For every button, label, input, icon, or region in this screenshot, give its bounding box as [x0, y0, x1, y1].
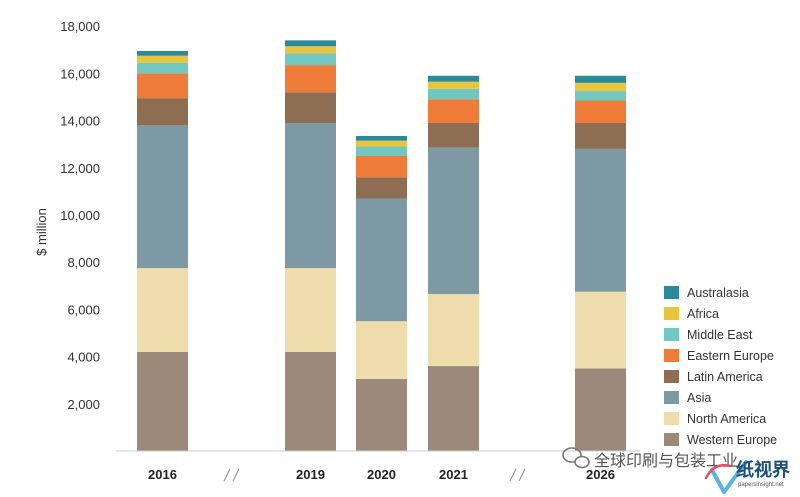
legend-swatch	[664, 412, 679, 425]
legend-label: Western Europe	[687, 433, 777, 447]
legend-label: North America	[687, 412, 766, 426]
x-tick-label: 2026	[586, 467, 615, 482]
bar-segment	[575, 91, 626, 101]
legend-swatch	[664, 391, 679, 404]
bar-segment	[356, 198, 407, 322]
bar-segment	[137, 351, 188, 451]
bars	[137, 40, 626, 451]
axis-break-mark	[223, 468, 231, 482]
bar-segment	[356, 156, 407, 178]
bar-segment	[356, 177, 407, 199]
bar-segment	[575, 100, 626, 123]
bar-segment	[137, 73, 188, 99]
x-tick-label: 2019	[296, 467, 325, 482]
bar-segment	[575, 75, 626, 83]
bar-segment	[137, 98, 188, 126]
legend-label: Middle East	[687, 328, 753, 342]
y-tick-label: 8,000	[67, 255, 100, 270]
bar-segment	[285, 40, 336, 47]
bar-segment	[428, 88, 479, 100]
axis-breaks	[223, 468, 526, 482]
bar-segment	[428, 81, 479, 89]
y-axis-label: $ million	[34, 208, 49, 256]
bar-segment	[285, 65, 336, 93]
watermark: 全球印刷与包装工业 纸视界 papersinsight.net	[562, 447, 790, 494]
bar-segment	[285, 46, 336, 54]
watermark-url: papersinsight.net	[738, 482, 784, 488]
watermark-logo	[704, 460, 748, 494]
bar-segment	[428, 366, 479, 451]
legend-swatch	[664, 286, 679, 299]
y-tick-label: 18,000	[60, 19, 100, 34]
bar-segment	[575, 82, 626, 92]
bar-segment	[137, 55, 188, 63]
y-tick-label: 4,000	[67, 350, 100, 365]
legend-label: Eastern Europe	[687, 349, 774, 363]
legend: Australasia Africa Middle East Eastern Euro…	[664, 286, 777, 447]
bar-segment	[137, 62, 188, 74]
wechat-icon	[562, 447, 590, 469]
bar-segment	[356, 379, 407, 451]
x-tick-label: 2016	[148, 467, 177, 482]
bar-segment	[428, 294, 479, 367]
y-axis: 2,000 4,000 6,000 8,000 10,000 12,000 14,000 16…	[60, 19, 100, 412]
watermark-brand: 纸视界	[736, 459, 790, 481]
bar-segment	[285, 122, 336, 269]
y-tick-label: 12,000	[60, 161, 100, 176]
axis-break-mark	[509, 468, 517, 482]
legend-label: Australasia	[687, 286, 749, 300]
bar-segment	[285, 53, 336, 66]
legend-swatch	[664, 328, 679, 341]
bar-segment	[356, 140, 407, 147]
legend-label: Africa	[687, 307, 719, 321]
bar-segment	[356, 135, 407, 141]
y-tick-label: 14,000	[60, 114, 100, 129]
axis-break-mark	[232, 468, 240, 482]
x-axis: 2016 2019 2020 2021 2026	[148, 467, 615, 482]
bar-segment	[428, 99, 479, 123]
axis-break-mark	[518, 468, 526, 482]
bar-segment	[285, 351, 336, 451]
y-tick-label: 16,000	[60, 66, 100, 81]
watermark-channel: 全球印刷与包装工业	[594, 451, 738, 470]
bar-segment	[428, 147, 479, 295]
bar-segment	[575, 148, 626, 292]
legend-swatch	[664, 349, 679, 362]
bar-segment	[428, 75, 479, 82]
legend-swatch	[664, 307, 679, 320]
bar-segment	[356, 146, 407, 156]
bar-segment	[356, 321, 407, 380]
bar-segment	[428, 122, 479, 148]
bar-segment	[137, 268, 188, 352]
legend-label: Asia	[687, 391, 711, 405]
legend-label: Latin America	[687, 370, 763, 384]
y-tick-label: 6,000	[67, 302, 100, 317]
legend-swatch	[664, 370, 679, 383]
bar-segment	[575, 291, 626, 369]
legend-swatch	[664, 433, 679, 446]
x-tick-label: 2020	[367, 467, 396, 482]
bar-segment	[575, 122, 626, 149]
bar-segment	[137, 50, 188, 56]
bar-segment	[285, 92, 336, 123]
x-tick-label: 2021	[439, 467, 468, 482]
bar-segment	[575, 368, 626, 451]
bar-segment	[137, 125, 188, 269]
bar-segment	[285, 268, 336, 352]
y-tick-label: 10,000	[60, 208, 100, 223]
y-tick-label: 2,000	[67, 397, 100, 412]
